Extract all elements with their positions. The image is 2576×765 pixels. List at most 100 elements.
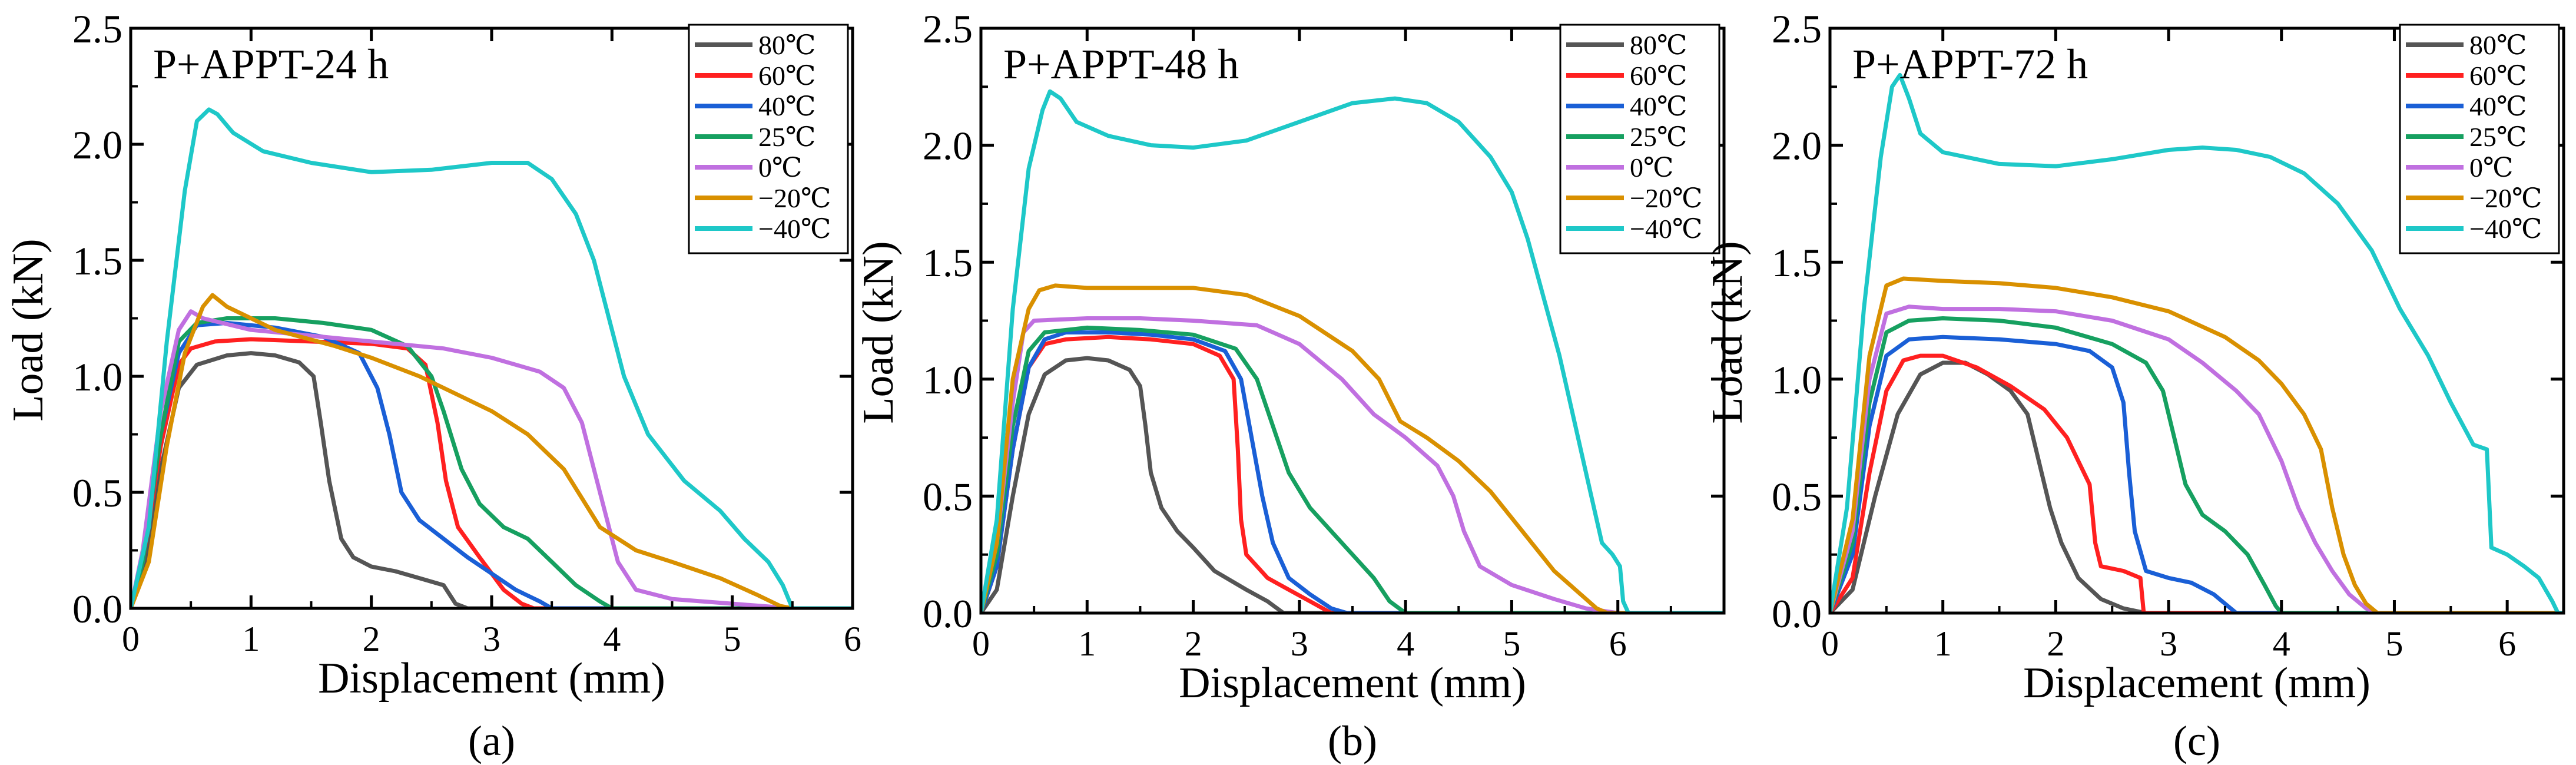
series-line-4 xyxy=(131,316,853,608)
series-group xyxy=(1830,72,2564,613)
legend-label-1: 80℃ xyxy=(1630,30,1687,60)
chart-title: P+APPT-48 h xyxy=(1003,41,1239,88)
y-tick-label: 2.0 xyxy=(72,122,122,167)
legend-label-3: 40℃ xyxy=(2469,91,2527,121)
legend-label-2: 60℃ xyxy=(758,61,815,91)
series-line-4 xyxy=(981,325,1724,613)
x-tick-label: 3 xyxy=(2160,624,2177,663)
legend-label-4: 25℃ xyxy=(2469,122,2527,152)
y-tick-label: 1.5 xyxy=(1772,240,1822,285)
y-tick-label: 2.0 xyxy=(923,124,973,168)
legend-label-5: 0℃ xyxy=(2469,153,2513,183)
panel-subcaption: (a) xyxy=(468,717,515,764)
panel-subcaption: (b) xyxy=(1328,717,1377,764)
series-line-2 xyxy=(1830,353,2564,613)
chart-panel-3: 0.0 0.5 1.0 1.5 2.0 2.5 0 1 2 3 4 5 6 Displacement (m… xyxy=(1703,6,2565,764)
y-tick-label: 1.0 xyxy=(72,355,122,399)
series-line-5 xyxy=(1830,304,2564,613)
series-line-3 xyxy=(131,320,853,608)
y-tick-label: 0.0 xyxy=(1772,591,1822,636)
series-line-3 xyxy=(1830,335,2564,613)
panel-subcaption: (c) xyxy=(2173,717,2220,764)
legend-label-2: 60℃ xyxy=(1630,61,1687,91)
legend-label-5: 0℃ xyxy=(1630,153,1673,183)
y-tick-label: 0.5 xyxy=(923,474,973,519)
series-line-1 xyxy=(981,356,1724,613)
legend-label-3: 40℃ xyxy=(758,91,815,121)
y-tick-label: 0.0 xyxy=(72,587,122,631)
series-line-7 xyxy=(981,89,1724,613)
x-tick-label: 6 xyxy=(844,620,861,658)
legend-label-7: −40℃ xyxy=(758,214,831,244)
legend-label-7: −40℃ xyxy=(2469,214,2542,244)
legend-label-4: 25℃ xyxy=(1630,122,1687,152)
legend-label-6: −20℃ xyxy=(1630,183,1702,213)
y-tick-label: 2.5 xyxy=(72,6,122,51)
x-tick-label: 4 xyxy=(1397,624,1414,663)
series-line-1 xyxy=(1830,360,2564,613)
series-line-2 xyxy=(131,337,853,608)
x-tick-label: 1 xyxy=(1078,624,1096,663)
x-tick-label: 4 xyxy=(603,620,621,658)
legend-label-4: 25℃ xyxy=(758,122,815,152)
legend: 80℃60℃40℃25℃0℃−20℃−40℃ xyxy=(2399,24,2560,254)
y-tick-label: 2.5 xyxy=(923,6,973,51)
legend-label-6: −20℃ xyxy=(2469,183,2542,213)
series-line-2 xyxy=(981,335,1724,613)
y-axis-label: Load (kN) xyxy=(4,239,52,421)
x-tick-label: 5 xyxy=(1503,624,1520,663)
x-tick-label: 2 xyxy=(2047,624,2064,663)
legend-label-6: −20℃ xyxy=(758,183,831,213)
series-line-3 xyxy=(981,330,1724,613)
y-axis-label: Load (kN) xyxy=(854,241,903,423)
series-group xyxy=(981,89,1724,613)
x-axis-label: Displacement (mm) xyxy=(2023,659,2371,707)
legend-label-1: 80℃ xyxy=(758,30,815,60)
legend-label-5: 0℃ xyxy=(758,153,802,183)
y-tick-label: 1.5 xyxy=(72,239,122,283)
chart-panel-1: 0.0 0.5 1.0 1.5 2.0 2.5 0 1 2 3 4 5 6 Displacement (m… xyxy=(4,6,861,764)
x-tick-label: 2 xyxy=(363,620,380,658)
legend-label-3: 40℃ xyxy=(1630,91,1687,121)
series-line-6 xyxy=(1830,276,2564,613)
chart-title: P+APPT-24 h xyxy=(153,41,389,88)
x-tick-label: 0 xyxy=(1821,624,1839,663)
x-tick-label: 0 xyxy=(122,620,140,658)
y-axis-label: Load (kN) xyxy=(1703,241,1752,423)
x-tick-label: 2 xyxy=(1185,624,1202,663)
x-tick-label: 1 xyxy=(242,620,260,658)
series-line-7 xyxy=(131,107,853,608)
x-tick-label: 3 xyxy=(1291,624,1308,663)
x-axis-label: Displacement (mm) xyxy=(1179,659,1526,707)
y-tick-label: 2.5 xyxy=(1772,6,1822,51)
y-tick-label: 1.0 xyxy=(1772,357,1822,402)
y-tick-label: 0.5 xyxy=(1772,474,1822,519)
y-tick-label: 0.5 xyxy=(72,471,122,515)
x-tick-label: 4 xyxy=(2273,624,2290,663)
x-tick-label: 3 xyxy=(483,620,500,658)
series-group xyxy=(131,107,853,608)
legend: 80℃60℃40℃25℃0℃−20℃−40℃ xyxy=(1559,24,1720,254)
y-tick-label: 1.5 xyxy=(923,240,973,285)
legend-label-7: −40℃ xyxy=(1630,214,1702,244)
y-tick-label: 1.0 xyxy=(923,357,973,402)
series-line-6 xyxy=(131,293,853,608)
series-line-4 xyxy=(1830,316,2564,613)
x-tick-label: 6 xyxy=(1609,624,1627,663)
x-axis-label: Displacement (mm) xyxy=(318,654,665,703)
x-tick-label: 6 xyxy=(2498,624,2516,663)
x-tick-label: 1 xyxy=(1934,624,1952,663)
chart-title: P+APPT-72 h xyxy=(1852,41,2088,88)
x-tick-label: 0 xyxy=(972,624,990,663)
legend-label-2: 60℃ xyxy=(2469,61,2527,91)
chart-panel-2: 0.0 0.5 1.0 1.5 2.0 2.5 0 1 2 3 4 5 6 Displacement (m… xyxy=(854,6,1726,764)
y-tick-label: 0.0 xyxy=(923,591,973,636)
series-line-1 xyxy=(131,351,853,608)
series-line-5 xyxy=(981,316,1724,613)
legend-label-1: 80℃ xyxy=(2469,30,2527,60)
x-tick-label: 5 xyxy=(724,620,741,658)
y-tick-label: 2.0 xyxy=(1772,124,1822,168)
series-line-5 xyxy=(131,309,853,608)
x-tick-label: 5 xyxy=(2385,624,2403,663)
